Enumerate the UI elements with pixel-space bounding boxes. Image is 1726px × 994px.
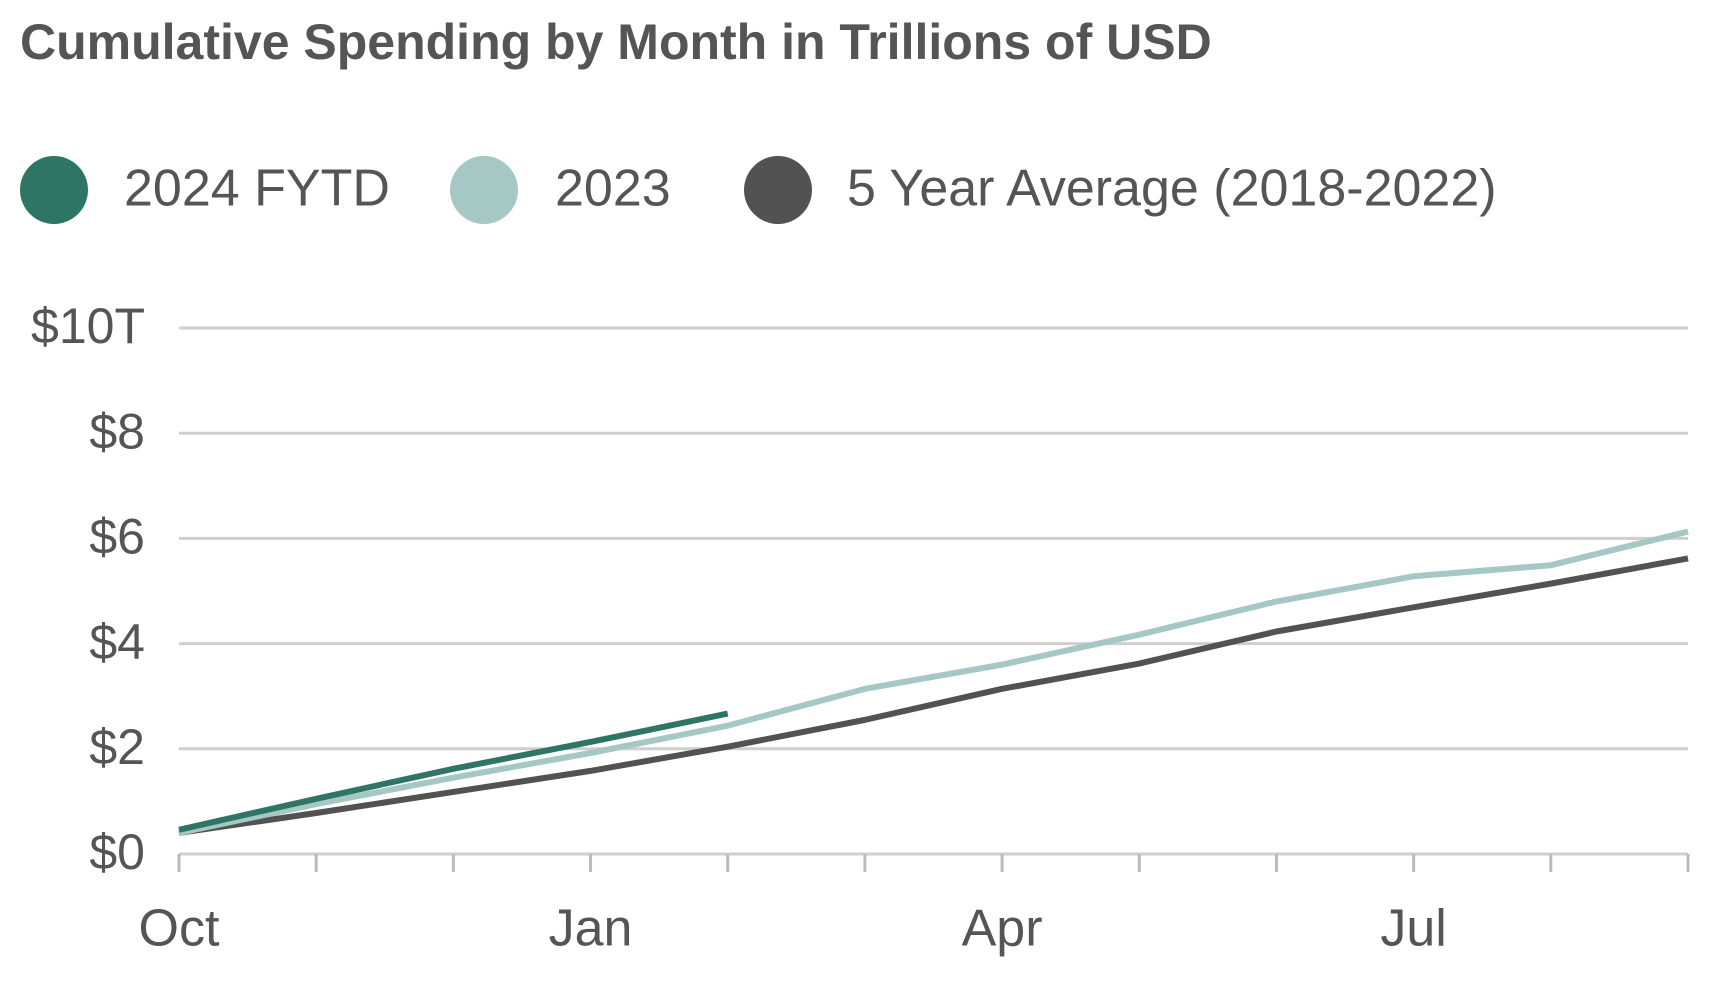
chart-title: Cumulative Spending by Month in Trillion… [20, 14, 1212, 70]
legend-swatch [744, 156, 812, 224]
y-tick-label: $10T [31, 298, 145, 354]
legend-swatch [450, 156, 518, 224]
y-tick-label: $0 [89, 824, 145, 880]
x-tick-label: Oct [139, 900, 220, 958]
series-line [178, 528, 1689, 836]
y-tick-label: $6 [89, 509, 145, 565]
legend-label: 5 Year Average (2018-2022) [847, 160, 1497, 218]
legend-label: 2024 FYTD [124, 160, 390, 218]
y-tick-label: $8 [89, 403, 145, 459]
x-tick-label: Jul [1380, 900, 1446, 958]
legend-swatch [20, 156, 88, 224]
series-line [178, 710, 729, 833]
y-tick-label: $2 [89, 719, 145, 775]
series-line [178, 555, 1689, 836]
x-tick-label: Apr [962, 900, 1043, 958]
legend-label: 2023 [555, 160, 671, 218]
x-tick-label: Jan [549, 900, 633, 958]
y-tick-label: $4 [89, 614, 145, 670]
